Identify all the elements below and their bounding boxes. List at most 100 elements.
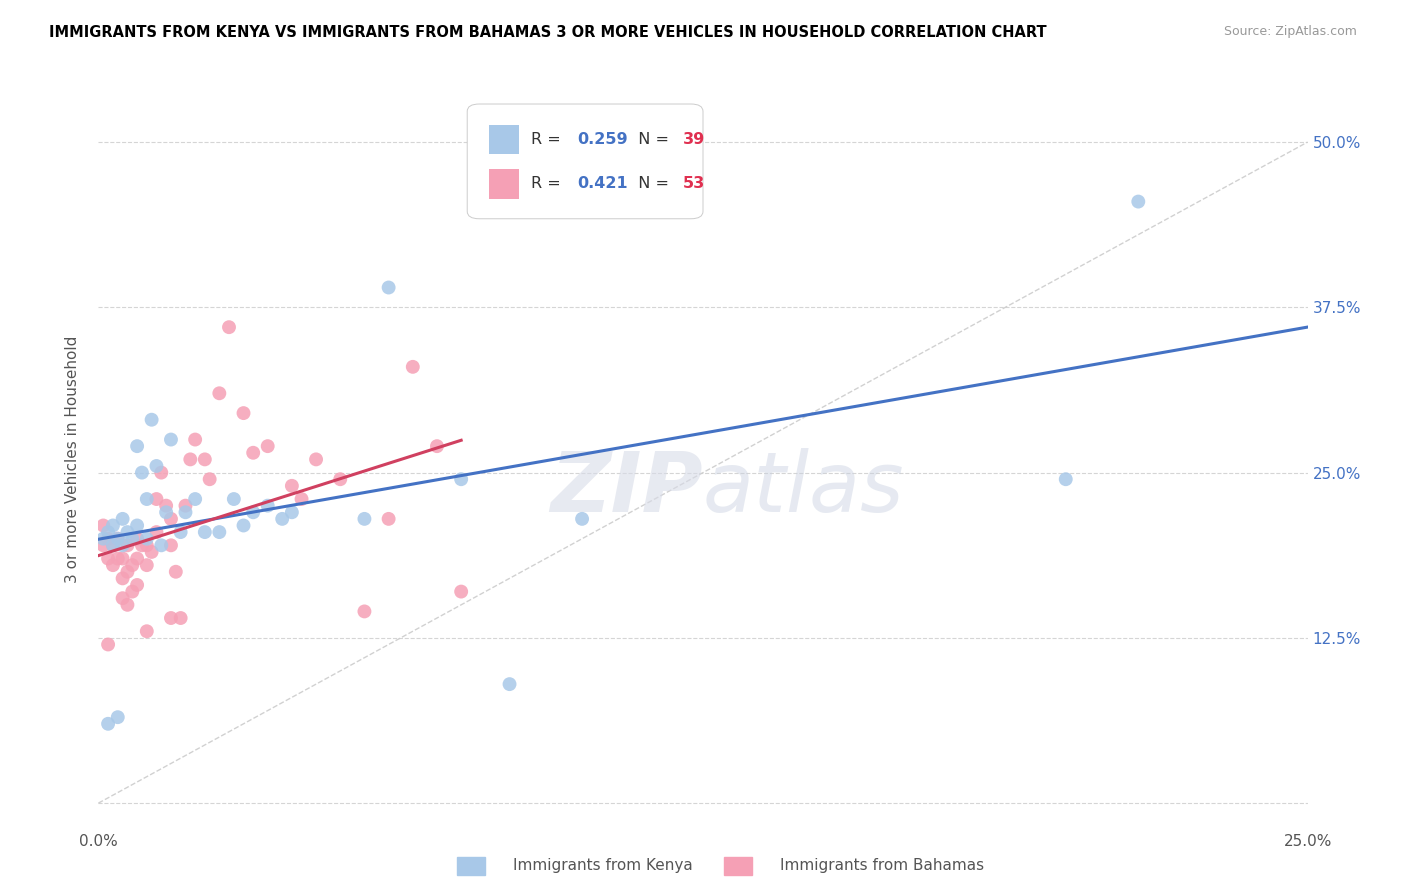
Point	[107, 532, 129, 546]
Point	[160, 538, 183, 552]
Point	[117, 538, 139, 552]
Point	[571, 512, 593, 526]
Point	[450, 472, 472, 486]
Point	[111, 538, 134, 552]
Point	[135, 491, 157, 506]
Point	[91, 532, 114, 546]
FancyBboxPatch shape	[467, 104, 703, 219]
Point	[101, 538, 124, 552]
Text: Source: ZipAtlas.com: Source: ZipAtlas.com	[1223, 25, 1357, 38]
Point	[141, 545, 163, 559]
Point	[127, 551, 149, 566]
Text: IMMIGRANTS FROM KENYA VS IMMIGRANTS FROM BAHAMAS 3 OR MORE VEHICLES IN HOUSEHOLD: IMMIGRANTS FROM KENYA VS IMMIGRANTS FROM…	[49, 25, 1047, 40]
Point	[222, 491, 245, 506]
Point	[111, 512, 134, 526]
Point	[145, 458, 167, 473]
Point	[117, 565, 139, 579]
Point	[1128, 194, 1150, 209]
Point	[131, 538, 153, 552]
Point	[150, 466, 173, 480]
Point	[107, 551, 129, 566]
FancyBboxPatch shape	[489, 125, 519, 154]
Text: N =: N =	[628, 177, 673, 192]
Point	[184, 433, 207, 447]
Point	[1054, 472, 1077, 486]
Point	[165, 565, 187, 579]
Point	[97, 532, 120, 546]
Point	[198, 472, 221, 486]
Point	[121, 558, 143, 573]
Text: Immigrants from Kenya: Immigrants from Kenya	[513, 858, 693, 872]
Point	[117, 598, 139, 612]
Point	[353, 512, 375, 526]
Point	[242, 446, 264, 460]
Text: R =: R =	[531, 177, 567, 192]
Text: N =: N =	[628, 132, 673, 147]
Text: R =: R =	[531, 132, 567, 147]
Point	[150, 538, 173, 552]
Point	[121, 532, 143, 546]
FancyBboxPatch shape	[489, 169, 519, 199]
Point	[208, 525, 231, 540]
Point	[242, 505, 264, 519]
Point	[131, 466, 153, 480]
Point	[160, 433, 183, 447]
Point	[179, 452, 201, 467]
Point	[498, 677, 520, 691]
Point	[232, 406, 254, 420]
Point	[135, 558, 157, 573]
Point	[290, 491, 312, 506]
Point	[256, 439, 278, 453]
Point	[281, 479, 304, 493]
Point	[353, 604, 375, 618]
Text: 0.259: 0.259	[578, 132, 628, 147]
Point	[127, 532, 149, 546]
Point	[97, 551, 120, 566]
Point	[208, 386, 231, 401]
Point	[194, 452, 217, 467]
Point	[329, 472, 352, 486]
Point	[174, 499, 197, 513]
Point	[135, 532, 157, 546]
Point	[426, 439, 449, 453]
Point	[117, 525, 139, 540]
Point	[111, 591, 134, 606]
Point	[91, 518, 114, 533]
Point	[97, 525, 120, 540]
Point	[121, 584, 143, 599]
Point	[141, 413, 163, 427]
Text: 53: 53	[682, 177, 704, 192]
Point	[135, 538, 157, 552]
Point	[97, 637, 120, 651]
Point	[281, 505, 304, 519]
Point	[169, 525, 191, 540]
Point	[160, 512, 183, 526]
Point	[111, 551, 134, 566]
Text: ZIP: ZIP	[550, 449, 703, 530]
Point	[184, 491, 207, 506]
Point	[127, 578, 149, 592]
Point	[305, 452, 328, 467]
Text: atlas: atlas	[703, 449, 904, 530]
Point	[174, 505, 197, 519]
Point	[218, 320, 240, 334]
Point	[91, 538, 114, 552]
Point	[101, 538, 124, 552]
Point	[145, 491, 167, 506]
Text: Immigrants from Bahamas: Immigrants from Bahamas	[780, 858, 984, 872]
Point	[377, 512, 399, 526]
Point	[127, 518, 149, 533]
Point	[127, 439, 149, 453]
Point	[450, 584, 472, 599]
Point	[256, 499, 278, 513]
Point	[194, 525, 217, 540]
Point	[145, 525, 167, 540]
Point	[107, 710, 129, 724]
Y-axis label: 3 or more Vehicles in Household: 3 or more Vehicles in Household	[65, 335, 80, 583]
Point	[155, 499, 177, 513]
Point	[111, 571, 134, 585]
Point	[271, 512, 294, 526]
Point	[160, 611, 183, 625]
Point	[402, 359, 425, 374]
Text: 39: 39	[682, 132, 704, 147]
